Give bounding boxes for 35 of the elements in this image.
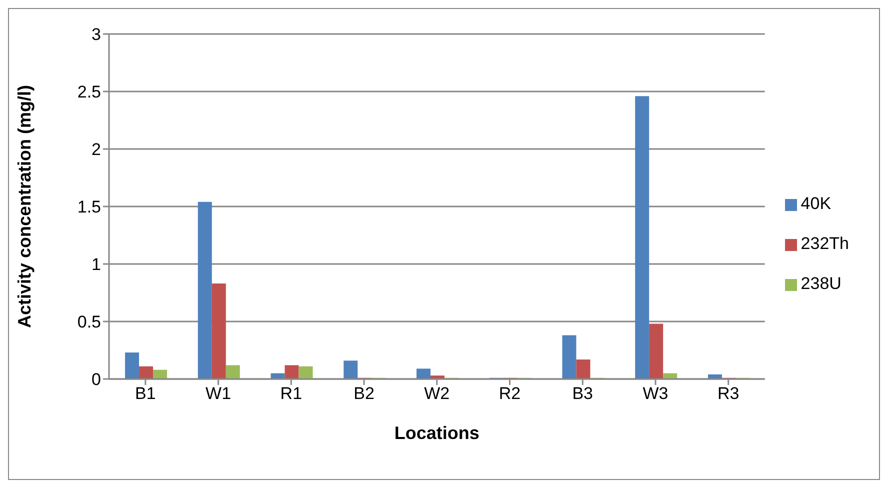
x-tick-label: W2 [424, 384, 450, 404]
x-tick-label: W3 [642, 384, 668, 404]
legend-label: 232Th [800, 234, 849, 253]
x-tick-label: B3 [572, 384, 594, 404]
bar [139, 366, 154, 379]
bar [298, 366, 313, 379]
bar [153, 370, 168, 379]
x-axis-title: Locations [394, 423, 480, 443]
bar [576, 359, 590, 379]
y-tick-label: 0 [92, 370, 101, 390]
legend-label: 238U [800, 274, 842, 293]
bar [125, 352, 140, 379]
y-tick-label: 2.5 [77, 82, 101, 102]
x-tick-label: B2 [354, 384, 374, 404]
bar [649, 324, 664, 379]
x-tick-label: R1 [280, 384, 302, 404]
y-axis-title: Activity concentration (mg/l) [14, 84, 34, 328]
bar [198, 202, 212, 379]
bar [416, 368, 430, 379]
x-tick-label: B1 [135, 384, 156, 404]
y-tick-label: 2 [92, 140, 101, 160]
legend-label: 40K [800, 194, 832, 213]
x-tick-label: R2 [498, 384, 521, 404]
bar [284, 365, 299, 379]
bar [344, 360, 358, 379]
y-tick-label: 3 [92, 25, 101, 44]
x-tick-label: W1 [206, 384, 232, 404]
x-tick-label: R3 [717, 384, 740, 404]
bar [635, 96, 650, 379]
y-tick-label: 1 [92, 255, 101, 274]
bar [562, 335, 576, 379]
y-tick-label: 0.5 [77, 312, 101, 332]
bar [226, 365, 240, 379]
y-tick-label: 1.5 [77, 198, 101, 217]
bar [212, 284, 226, 379]
